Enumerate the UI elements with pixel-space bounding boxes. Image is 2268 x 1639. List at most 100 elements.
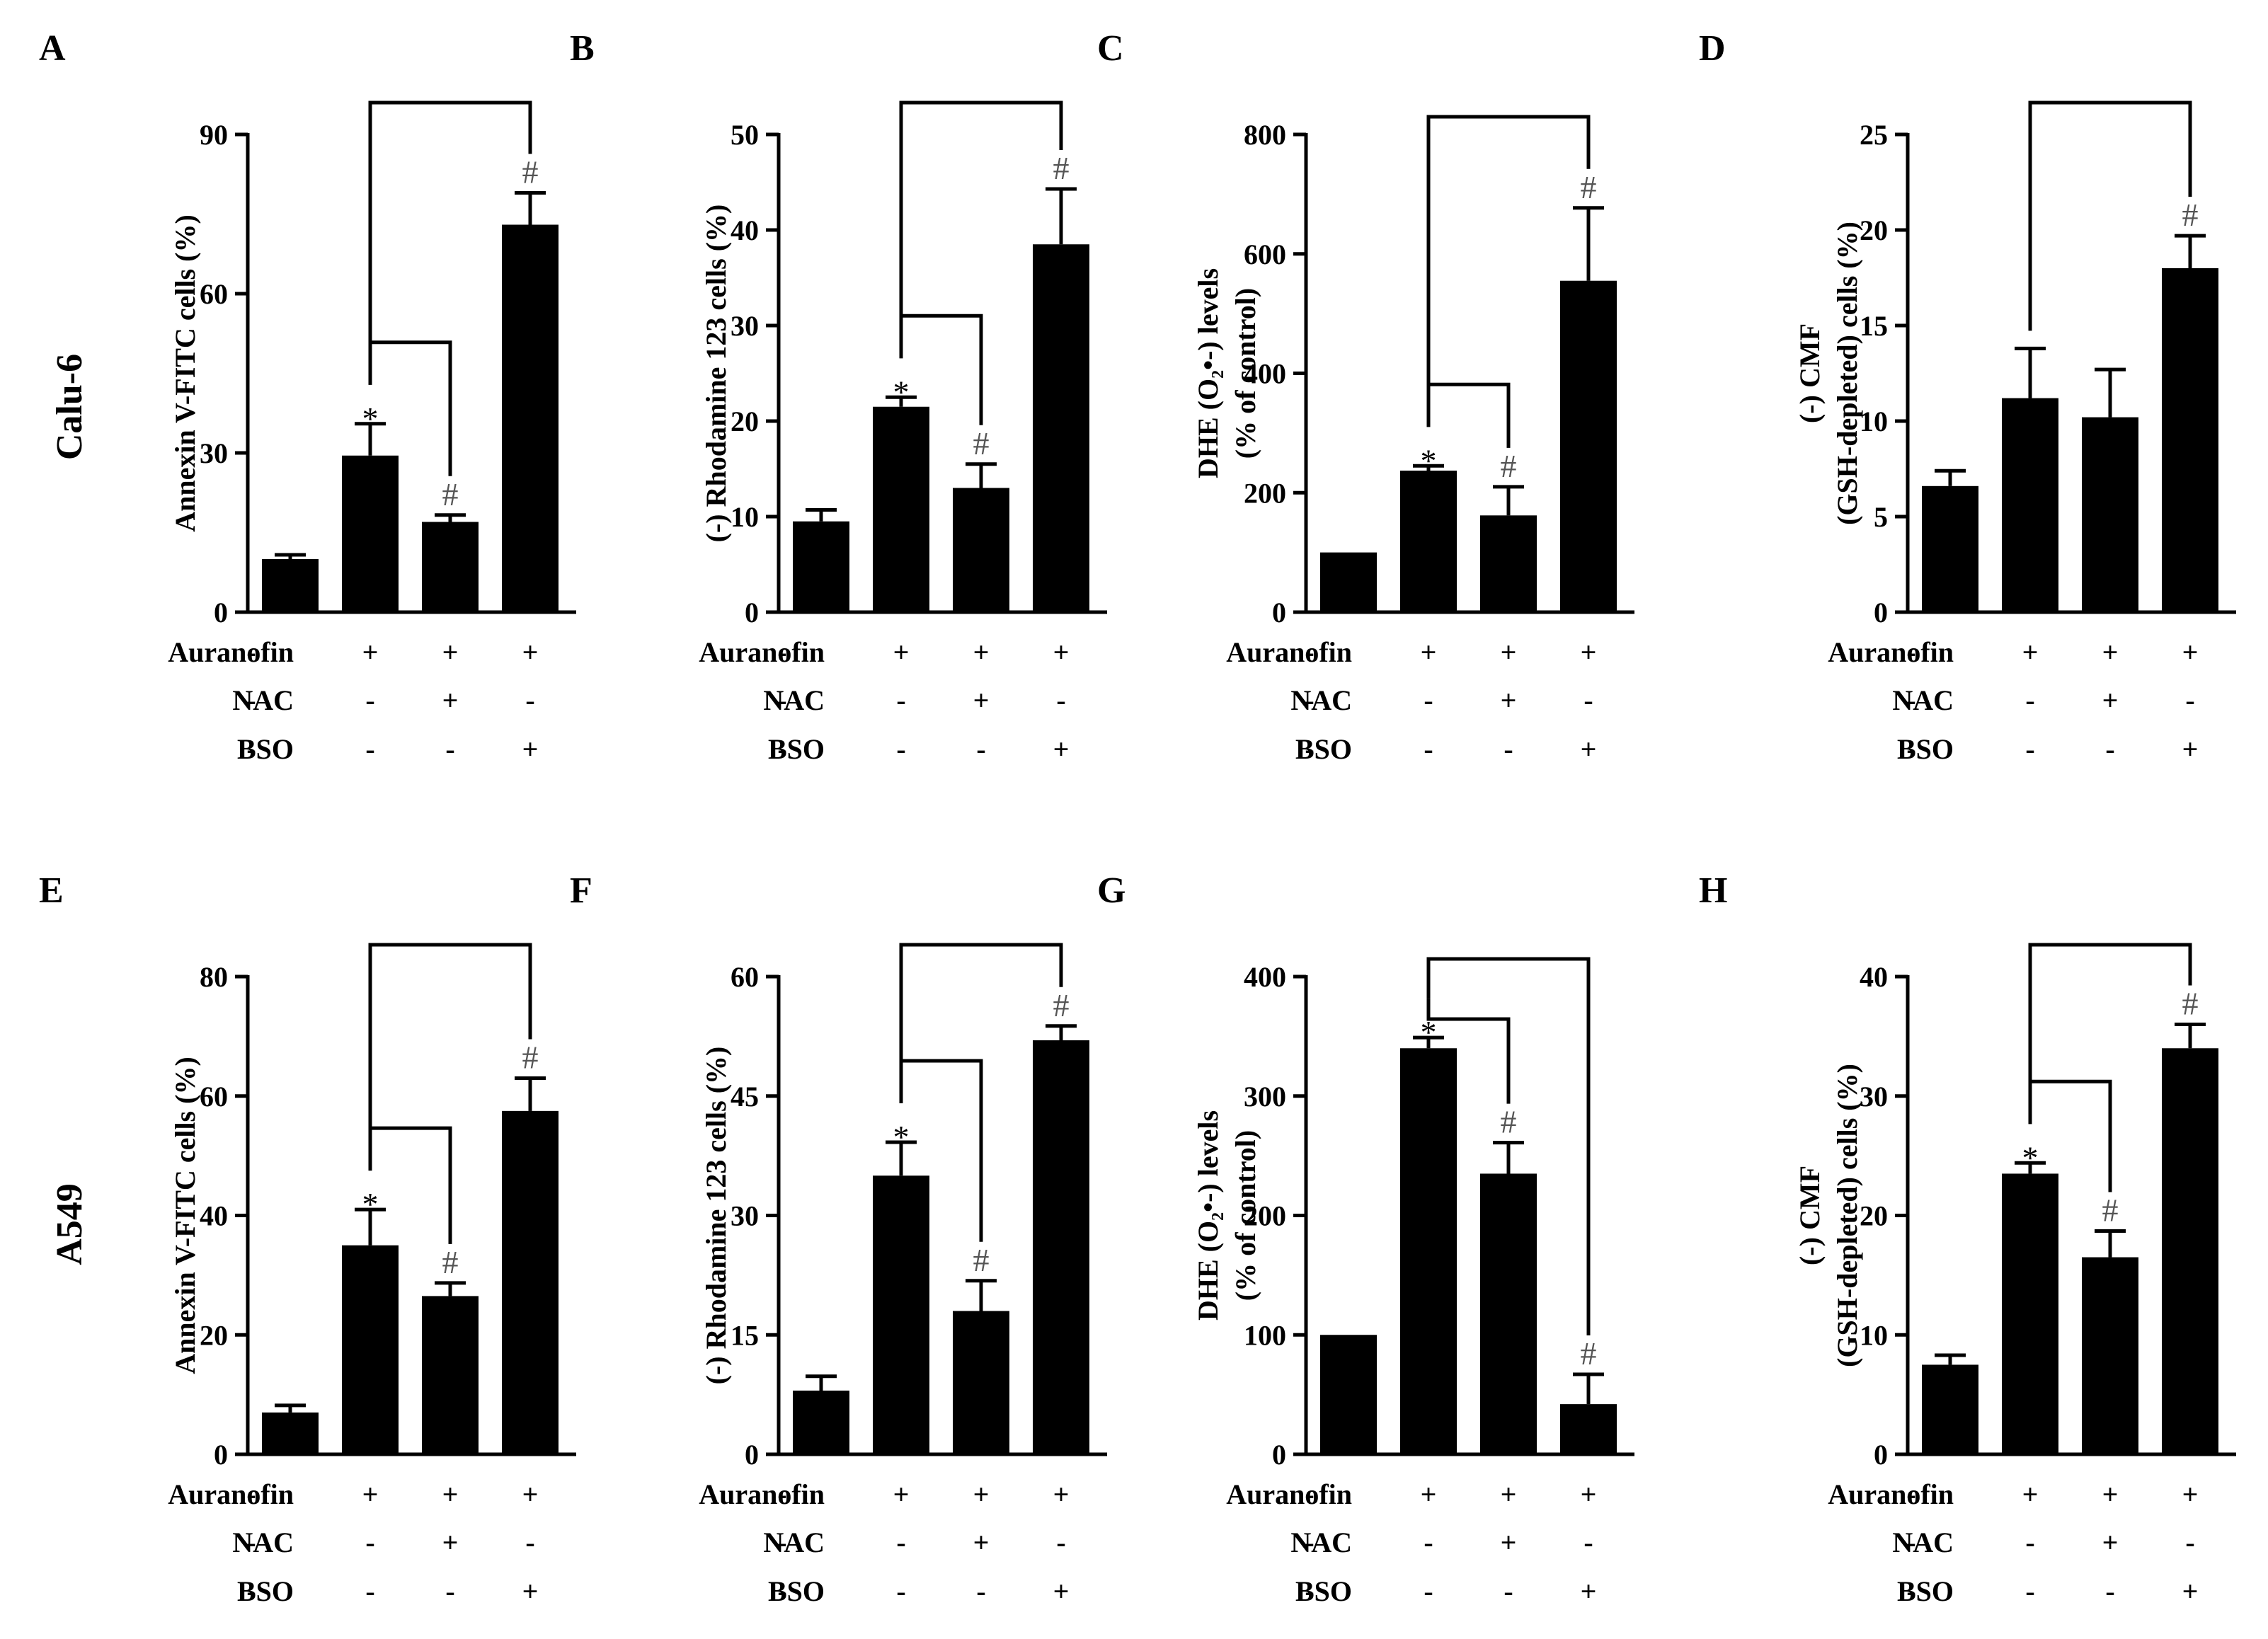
y-tick-label: 30	[200, 437, 228, 469]
y-axis-label: (GSH-depleted) cells (%)	[1831, 1064, 1863, 1367]
treatment-sign: -	[777, 1478, 786, 1510]
treatment-sign: -	[1906, 733, 1915, 765]
comparison-bracket	[899, 100, 1063, 359]
treatment-sign: +	[2102, 1526, 2119, 1558]
significance-hash: #	[1053, 987, 1070, 1023]
treatment-sign: +	[1581, 1575, 1597, 1607]
treatment-sign: +	[1581, 1478, 1597, 1510]
comparison-bracket	[899, 1059, 983, 1242]
bar	[1033, 1040, 1089, 1454]
panel-letter: C	[1097, 28, 1124, 69]
treatment-sign: +	[2102, 636, 2119, 668]
treatment-sign: -	[1424, 1526, 1433, 1558]
treatment-label: NAC	[1290, 684, 1352, 716]
treatment-sign: +	[442, 684, 459, 716]
treatment-sign: -	[1305, 1478, 1314, 1510]
treatment-sign: -	[365, 733, 374, 765]
y-axis-label: Annexin V-FITC cells (%)	[169, 214, 201, 532]
treatment-sign: +	[522, 733, 539, 765]
treatment-sign: -	[1906, 684, 1915, 716]
y-axis-label: (-) Rhodamine 123 cells (%)	[700, 205, 732, 543]
treatment-sign: -	[246, 1526, 256, 1558]
treatment-sign: +	[973, 684, 990, 716]
treatment-sign: +	[973, 1478, 990, 1510]
treatment-label: BSO	[237, 1575, 294, 1607]
comparison-bracket	[1426, 382, 1511, 448]
treatment-sign: -	[246, 733, 256, 765]
treatment-sign: -	[896, 1575, 905, 1607]
comparison-bracket	[1426, 115, 1591, 427]
treatment-label: BSO	[1897, 1575, 1954, 1607]
treatment-sign: -	[1424, 1575, 1433, 1607]
treatment-sign: +	[522, 1478, 539, 1510]
treatment-label: Auranofin	[1828, 1478, 1954, 1510]
comparison-bracket	[2028, 943, 2192, 1125]
treatment-sign: -	[1504, 1575, 1513, 1607]
treatment-sign: -	[1305, 684, 1314, 716]
treatment-label: Auranofin	[699, 636, 825, 668]
bar	[422, 522, 479, 612]
treatment-label: BSO	[768, 1575, 825, 1607]
treatment-sign: +	[893, 1478, 910, 1510]
treatment-sign: -	[2025, 684, 2034, 716]
significance-asterisk: *	[1421, 442, 1437, 478]
y-tick-label: 0	[214, 1439, 228, 1471]
panel-letter: B	[570, 28, 595, 69]
treatment-label: NAC	[763, 1526, 825, 1558]
y-tick-label: 30	[731, 310, 759, 342]
treatment-sign: -	[246, 1575, 256, 1607]
significance-hash: #	[1581, 1335, 1597, 1371]
significance-hash: #	[973, 1242, 990, 1278]
bar	[1480, 515, 1537, 612]
treatment-sign: +	[1581, 733, 1597, 765]
treatment-sign: -	[2185, 684, 2194, 716]
treatment-label: NAC	[763, 684, 825, 716]
comparison-bracket	[368, 100, 532, 385]
comparison-bracket	[2028, 1079, 2112, 1192]
treatment-sign: -	[2105, 733, 2114, 765]
significance-hash: #	[1581, 169, 1597, 205]
bar	[1320, 1335, 1377, 1454]
treatment-sign: -	[525, 684, 534, 716]
treatment-sign: +	[1501, 636, 1517, 668]
treatment-sign: +	[1053, 733, 1070, 765]
y-tick-label: 0	[1272, 1439, 1286, 1471]
treatment-sign: -	[1906, 1526, 1915, 1558]
treatment-sign: -	[445, 1575, 454, 1607]
treatment-sign: -	[1906, 1575, 1915, 1607]
bar	[1320, 552, 1377, 612]
treatment-label: BSO	[768, 733, 825, 765]
treatment-label: BSO	[237, 733, 294, 765]
bar	[953, 1311, 1009, 1454]
bar	[342, 455, 399, 612]
treatment-sign: +	[522, 1575, 539, 1607]
y-tick-label: 5	[1874, 501, 1888, 533]
comparison-bracket	[899, 943, 1063, 1103]
significance-hash: #	[2182, 197, 2199, 233]
significance-hash: #	[2182, 986, 2199, 1022]
treatment-sign: -	[1583, 684, 1593, 716]
treatment-sign: -	[896, 733, 905, 765]
panel-f: F (-) Rhodamine 123 cells (%) 0 15 30 45 60 * # #…	[570, 870, 1107, 1607]
bar	[1922, 1364, 1978, 1454]
significance-asterisk: *	[893, 1119, 910, 1155]
y-tick-label: 200	[1244, 477, 1286, 509]
treatment-label: Auranofin	[1828, 636, 1954, 668]
treatment-sign: +	[522, 636, 539, 668]
treatment-label: NAC	[1290, 1526, 1352, 1558]
y-tick-label: 40	[1860, 961, 1888, 993]
treatment-sign: +	[2022, 1478, 2039, 1510]
panel-b: B (-) Rhodamine 123 cells (%) 0 10 20 30 40 50 *…	[570, 28, 1107, 765]
treatment-sign: -	[777, 733, 786, 765]
treatment-sign: -	[1906, 636, 1915, 668]
treatment-label: Auranofin	[1226, 1478, 1352, 1510]
treatment-sign: +	[893, 636, 910, 668]
significance-asterisk: *	[362, 401, 379, 437]
comparison-bracket	[2028, 100, 2192, 331]
treatment-sign: +	[362, 636, 379, 668]
bar	[2162, 268, 2218, 612]
bar	[262, 1412, 319, 1454]
treatment-sign: -	[246, 636, 256, 668]
y-tick-label: 400	[1244, 961, 1286, 993]
y-axis-label: DHE (O₂•-) levels	[1192, 268, 1224, 478]
